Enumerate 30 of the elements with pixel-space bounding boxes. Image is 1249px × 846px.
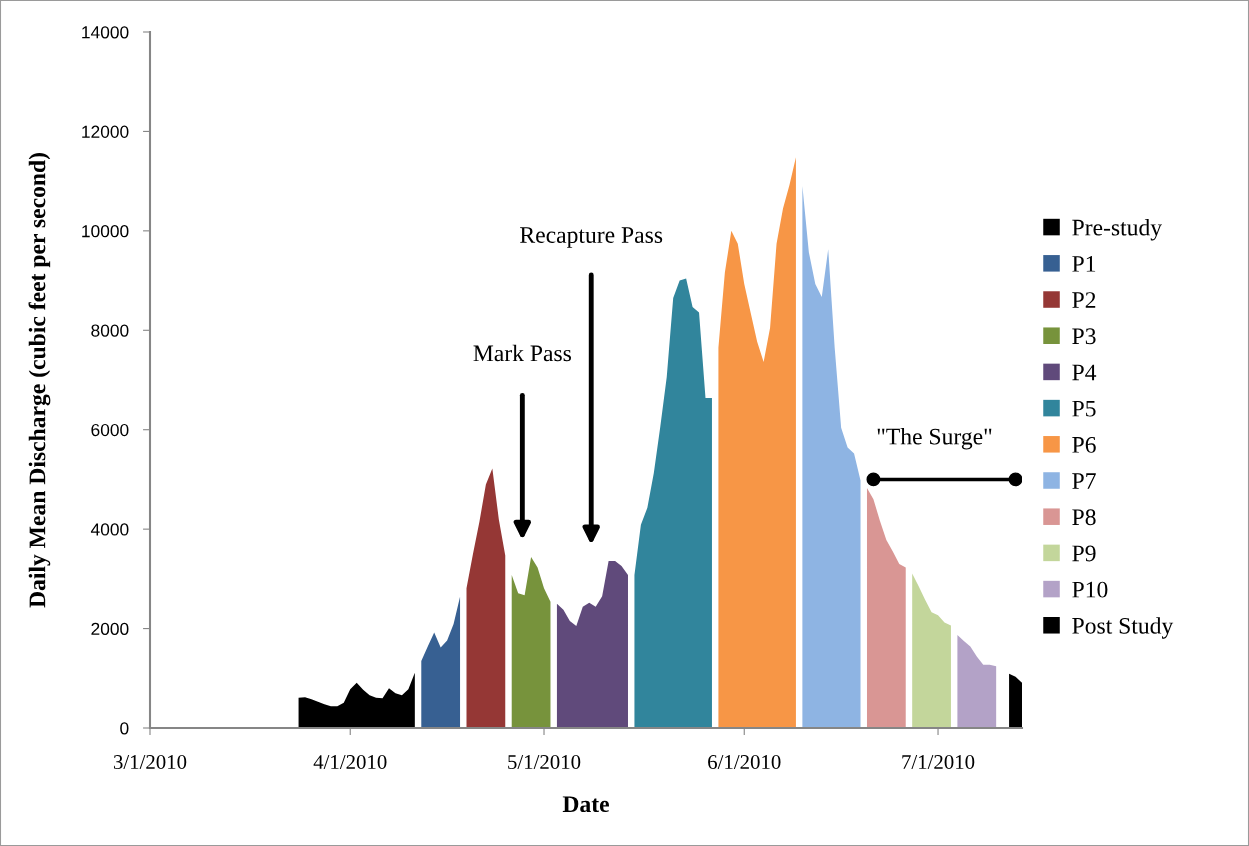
legend-label: P4 bbox=[1072, 364, 1097, 381]
annotation: Mark Pass bbox=[473, 344, 571, 362]
legend-label: P10 bbox=[1072, 581, 1108, 598]
x-tick-label: 6/1/2010 bbox=[708, 754, 781, 770]
legend-label: P3 bbox=[1072, 328, 1096, 345]
legend-label: P2 bbox=[1072, 292, 1096, 308]
legend-label: Post Study bbox=[1072, 617, 1174, 639]
y-tick-label: 8000 bbox=[91, 324, 129, 337]
y-tick-label: 14000 bbox=[82, 26, 129, 39]
y-tick-label: 2000 bbox=[91, 622, 129, 636]
legend-label: Pre-study bbox=[1072, 218, 1162, 241]
x-axis-title: Date bbox=[562, 796, 609, 813]
x-tick-label: 3/1/2010 bbox=[113, 754, 187, 770]
y-axis-title: Daily Mean Discharge (cubic feet per second) bbox=[28, 153, 51, 608]
annotation: "The Surge" bbox=[877, 427, 992, 450]
y-tick-label: 10000 bbox=[82, 225, 129, 238]
legend-label: P9 bbox=[1072, 545, 1096, 562]
legend-label: P6 bbox=[1072, 436, 1096, 453]
x-tick-label: 4/1/2010 bbox=[313, 754, 387, 770]
x-tick-label: 7/1/2010 bbox=[902, 754, 975, 770]
legend-label: P7 bbox=[1072, 473, 1096, 489]
legend-label: P8 bbox=[1072, 509, 1096, 526]
y-tick-label: 12000 bbox=[82, 125, 129, 138]
y-tick-label: 0 bbox=[120, 722, 129, 735]
legend-label: P5 bbox=[1072, 400, 1096, 417]
annotation: Recapture Pass bbox=[520, 227, 663, 248]
y-tick-label: 6000 bbox=[91, 423, 129, 437]
legend-label: P1 bbox=[1072, 256, 1096, 272]
y-tick-label: 4000 bbox=[90, 523, 129, 536]
x-tick-label: 5/1/2010 bbox=[508, 754, 581, 770]
